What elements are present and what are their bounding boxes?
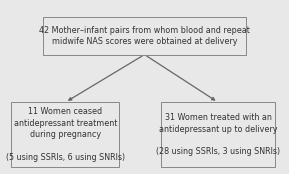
Text: 11 Women ceased
antidepressant treatment
during pregnancy

(5 using SSRIs, 6 usi: 11 Women ceased antidepressant treatment… xyxy=(6,107,125,162)
FancyBboxPatch shape xyxy=(42,17,247,55)
Text: 42 Mother–infant pairs from whom blood and repeat
midwife NAS scores were obtain: 42 Mother–infant pairs from whom blood a… xyxy=(39,26,250,46)
FancyBboxPatch shape xyxy=(162,102,275,167)
FancyBboxPatch shape xyxy=(11,102,119,167)
Text: 31 Women treated with an
antidepressant up to delivery

(28 using SSRIs, 3 using: 31 Women treated with an antidepressant … xyxy=(156,113,280,156)
